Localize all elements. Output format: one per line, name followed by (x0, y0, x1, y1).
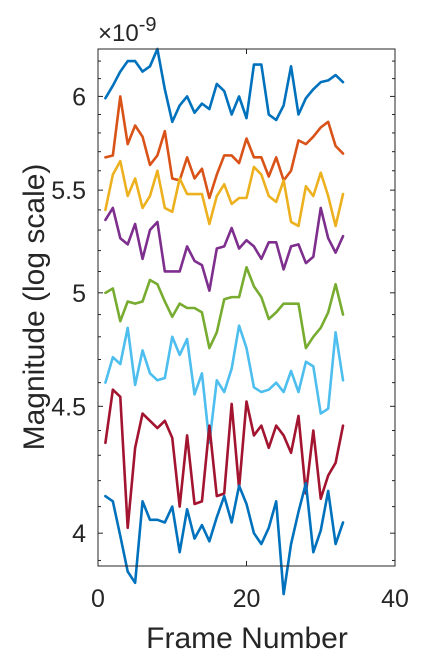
x-axis-label: Frame Number (146, 622, 348, 655)
x-tick-label: 0 (91, 585, 105, 613)
axes-frame (97, 48, 396, 567)
series-line-5 (104, 265, 345, 350)
y-tick-label: 5.5 (51, 177, 86, 205)
series-line-2 (104, 95, 345, 200)
series-line-8 (104, 481, 345, 596)
series-line-4 (104, 206, 345, 292)
series-layer (104, 47, 345, 596)
series-line-3 (104, 159, 345, 228)
exponent-multiplier: ×10-9 (98, 14, 157, 47)
x-tick-label: 20 (233, 585, 261, 613)
exponent-power: -9 (139, 14, 157, 36)
x-tick-label: 40 (381, 585, 409, 613)
plot-area-border (97, 48, 396, 567)
y-tick-label: 4.5 (51, 393, 86, 421)
y-tick-label: 4 (72, 520, 86, 548)
tick-layer: 0 20 40 4 4.5 5 5.5 6 (51, 49, 409, 613)
y-axis-label: Magnitude (log scale) (18, 164, 51, 451)
y-tick-label: 5 (72, 280, 86, 308)
y-tick-label: 6 (72, 83, 86, 111)
series-line-7 (104, 388, 345, 530)
series-line-6 (104, 324, 345, 445)
series-line-1 (104, 47, 345, 124)
